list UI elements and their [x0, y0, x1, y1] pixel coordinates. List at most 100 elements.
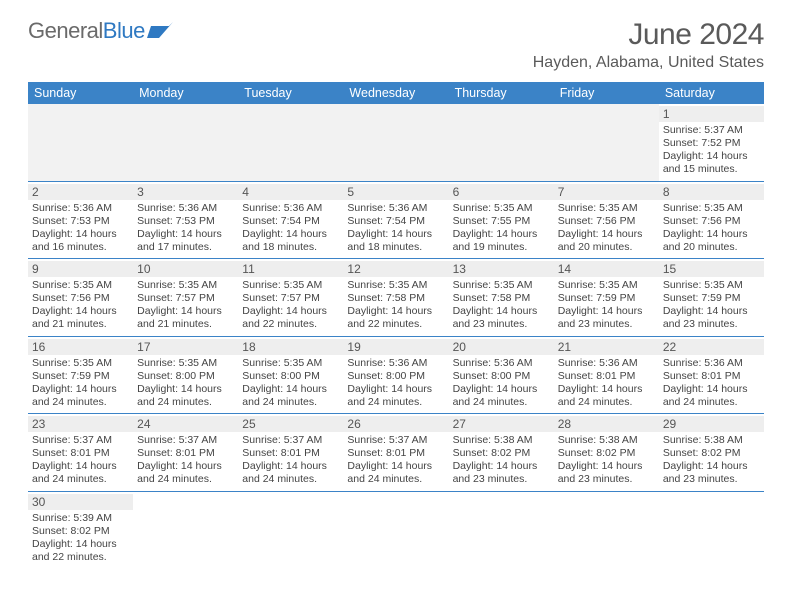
- daylight-text: Daylight: 14 hours and 18 minutes.: [242, 228, 339, 254]
- calendar-cell: 22Sunrise: 5:36 AMSunset: 8:01 PMDayligh…: [659, 336, 764, 414]
- sunset-text: Sunset: 8:02 PM: [663, 447, 760, 460]
- daylight-text: Daylight: 14 hours and 24 minutes.: [558, 383, 655, 409]
- sunrise-text: Sunrise: 5:36 AM: [663, 357, 760, 370]
- calendar-cell: [449, 491, 554, 568]
- calendar-cell: 12 Sunrise: 5:35 AMSunset: 7:58 PMDayligh…: [343, 259, 448, 337]
- calendar-cell: [28, 104, 133, 181]
- day-number: 3: [133, 184, 238, 200]
- daylight-text: Daylight: 14 hours and 19 minutes.: [453, 228, 550, 254]
- calendar-cell: 16Sunrise: 5:35 AMSunset: 7:59 PMDayligh…: [28, 336, 133, 414]
- page-header: GeneralBlue June 2024 Hayden, Alabama, U…: [28, 18, 764, 72]
- day-header: Saturday: [659, 82, 764, 104]
- day-info: Sunrise: 5:35 AMSunset: 7:59 PMDaylight:…: [663, 279, 760, 332]
- calendar-cell: [133, 491, 238, 568]
- day-number: 25: [238, 416, 343, 432]
- calendar-cell: 9Sunrise: 5:35 AMSunset: 7:56 PMDaylight…: [28, 259, 133, 337]
- sunrise-text: Sunrise: 5:35 AM: [663, 202, 760, 215]
- calendar-table: SundayMondayTuesdayWednesdayThursdayFrid…: [28, 82, 764, 568]
- day-number: 5: [343, 184, 448, 200]
- sunrise-text: Sunrise: 5:36 AM: [347, 202, 444, 215]
- day-info: Sunrise: 5:38 AMSunset: 8:02 PMDaylight:…: [453, 434, 550, 487]
- daylight-text: Daylight: 14 hours and 23 minutes.: [558, 460, 655, 486]
- sunset-text: Sunset: 8:01 PM: [663, 370, 760, 383]
- day-info: Sunrise: 5:35 AMSunset: 8:00 PMDaylight:…: [242, 357, 339, 410]
- day-number: 28: [554, 416, 659, 432]
- day-info: Sunrise: 5:36 AMSunset: 8:01 PMDaylight:…: [558, 357, 655, 410]
- calendar-cell: [238, 104, 343, 181]
- daylight-text: Daylight: 14 hours and 24 minutes.: [32, 460, 129, 486]
- title-block: June 2024 Hayden, Alabama, United States: [533, 18, 764, 72]
- calendar-cell: 18Sunrise: 5:35 AMSunset: 8:00 PMDayligh…: [238, 336, 343, 414]
- calendar-head: SundayMondayTuesdayWednesdayThursdayFrid…: [28, 82, 764, 104]
- daylight-text: Daylight: 14 hours and 24 minutes.: [242, 383, 339, 409]
- sunset-text: Sunset: 8:01 PM: [347, 447, 444, 460]
- sunset-text: Sunset: 8:01 PM: [242, 447, 339, 460]
- day-number: 30: [28, 494, 133, 510]
- day-info: Sunrise: 5:36 AMSunset: 8:00 PMDaylight:…: [453, 357, 550, 410]
- sunset-text: Sunset: 7:58 PM: [347, 292, 444, 305]
- sunrise-text: Sunrise: 5:35 AM: [137, 279, 234, 292]
- sunrise-text: Sunrise: 5:35 AM: [137, 357, 234, 370]
- calendar-cell: 3 Sunrise: 5:36 AMSunset: 7:53 PMDaylight…: [133, 181, 238, 259]
- daylight-text: Daylight: 14 hours and 21 minutes.: [137, 305, 234, 331]
- sunset-text: Sunset: 7:55 PM: [453, 215, 550, 228]
- daylight-text: Daylight: 14 hours and 23 minutes.: [453, 460, 550, 486]
- day-info: Sunrise: 5:35 AMSunset: 7:58 PMDaylight:…: [453, 279, 550, 332]
- sunset-text: Sunset: 7:53 PM: [32, 215, 129, 228]
- sunrise-text: Sunrise: 5:35 AM: [453, 202, 550, 215]
- sunset-text: Sunset: 7:52 PM: [663, 137, 760, 150]
- day-info: Sunrise: 5:35 AMSunset: 7:57 PMDaylight:…: [242, 279, 339, 332]
- calendar-cell: 11Sunrise: 5:35 AMSunset: 7:57 PMDayligh…: [238, 259, 343, 337]
- sunrise-text: Sunrise: 5:36 AM: [242, 202, 339, 215]
- day-info: Sunrise: 5:35 AMSunset: 7:59 PMDaylight:…: [558, 279, 655, 332]
- sunset-text: Sunset: 8:00 PM: [453, 370, 550, 383]
- calendar-cell: 15 Sunrise: 5:35 AMSunset: 7:59 PMDayligh…: [659, 259, 764, 337]
- daylight-text: Daylight: 14 hours and 22 minutes.: [347, 305, 444, 331]
- day-info: Sunrise: 5:35 AMSunset: 7:58 PMDaylight:…: [347, 279, 444, 332]
- day-info: Sunrise: 5:37 AMSunset: 8:01 PMDaylight:…: [137, 434, 234, 487]
- day-info: Sunrise: 5:35 AMSunset: 7:56 PMDaylight:…: [663, 202, 760, 255]
- daylight-text: Daylight: 14 hours and 24 minutes.: [347, 460, 444, 486]
- sunrise-text: Sunrise: 5:35 AM: [558, 202, 655, 215]
- day-info: Sunrise: 5:35 AMSunset: 7:56 PMDaylight:…: [32, 279, 129, 332]
- day-number: 21: [554, 339, 659, 355]
- daylight-text: Daylight: 14 hours and 23 minutes.: [453, 305, 550, 331]
- sunrise-text: Sunrise: 5:37 AM: [242, 434, 339, 447]
- sunset-text: Sunset: 7:56 PM: [32, 292, 129, 305]
- daylight-text: Daylight: 14 hours and 23 minutes.: [663, 460, 760, 486]
- day-header: Sunday: [28, 82, 133, 104]
- day-info: Sunrise: 5:36 AMSunset: 8:01 PMDaylight:…: [663, 357, 760, 410]
- day-header: Thursday: [449, 82, 554, 104]
- calendar-cell: 30 Sunrise: 5:39 AMSunset: 8:02 PMDayligh…: [28, 491, 133, 568]
- sunset-text: Sunset: 7:56 PM: [558, 215, 655, 228]
- daylight-text: Daylight: 14 hours and 23 minutes.: [558, 305, 655, 331]
- day-info: Sunrise: 5:36 AMSunset: 7:53 PMDaylight:…: [137, 202, 234, 255]
- day-number: 15: [659, 261, 764, 277]
- sunset-text: Sunset: 8:01 PM: [32, 447, 129, 460]
- sunset-text: Sunset: 7:59 PM: [663, 292, 760, 305]
- day-info: Sunrise: 5:39 AMSunset: 8:02 PMDaylight:…: [32, 512, 129, 565]
- day-info: Sunrise: 5:37 AMSunset: 8:01 PMDaylight:…: [347, 434, 444, 487]
- day-header: Monday: [133, 82, 238, 104]
- day-info: Sunrise: 5:37 AMSunset: 8:01 PMDaylight:…: [32, 434, 129, 487]
- sunrise-text: Sunrise: 5:35 AM: [453, 279, 550, 292]
- sunrise-text: Sunrise: 5:37 AM: [137, 434, 234, 447]
- logo-text-2: Blue: [103, 18, 145, 44]
- day-number: 14: [554, 261, 659, 277]
- calendar-body: 1Sunrise: 5:37 AMSunset: 7:52 PMDaylight…: [28, 104, 764, 568]
- calendar-cell: 10Sunrise: 5:35 AMSunset: 7:57 PMDayligh…: [133, 259, 238, 337]
- day-number: 10: [133, 261, 238, 277]
- daylight-text: Daylight: 14 hours and 24 minutes.: [663, 383, 760, 409]
- location-text: Hayden, Alabama, United States: [533, 54, 764, 72]
- sunrise-text: Sunrise: 5:35 AM: [242, 279, 339, 292]
- day-number: 12: [343, 261, 448, 277]
- calendar-cell: 29Sunrise: 5:38 AMSunset: 8:02 PMDayligh…: [659, 414, 764, 492]
- day-header: Tuesday: [238, 82, 343, 104]
- calendar-cell: [343, 104, 448, 181]
- calendar-cell: 1Sunrise: 5:37 AMSunset: 7:52 PMDaylight…: [659, 104, 764, 181]
- sunset-text: Sunset: 7:54 PM: [347, 215, 444, 228]
- calendar-cell: 27Sunrise: 5:38 AMSunset: 8:02 PMDayligh…: [449, 414, 554, 492]
- calendar-cell: 14 Sunrise: 5:35 AMSunset: 7:59 PMDayligh…: [554, 259, 659, 337]
- calendar-cell: 20Sunrise: 5:36 AMSunset: 8:00 PMDayligh…: [449, 336, 554, 414]
- daylight-text: Daylight: 14 hours and 24 minutes.: [137, 460, 234, 486]
